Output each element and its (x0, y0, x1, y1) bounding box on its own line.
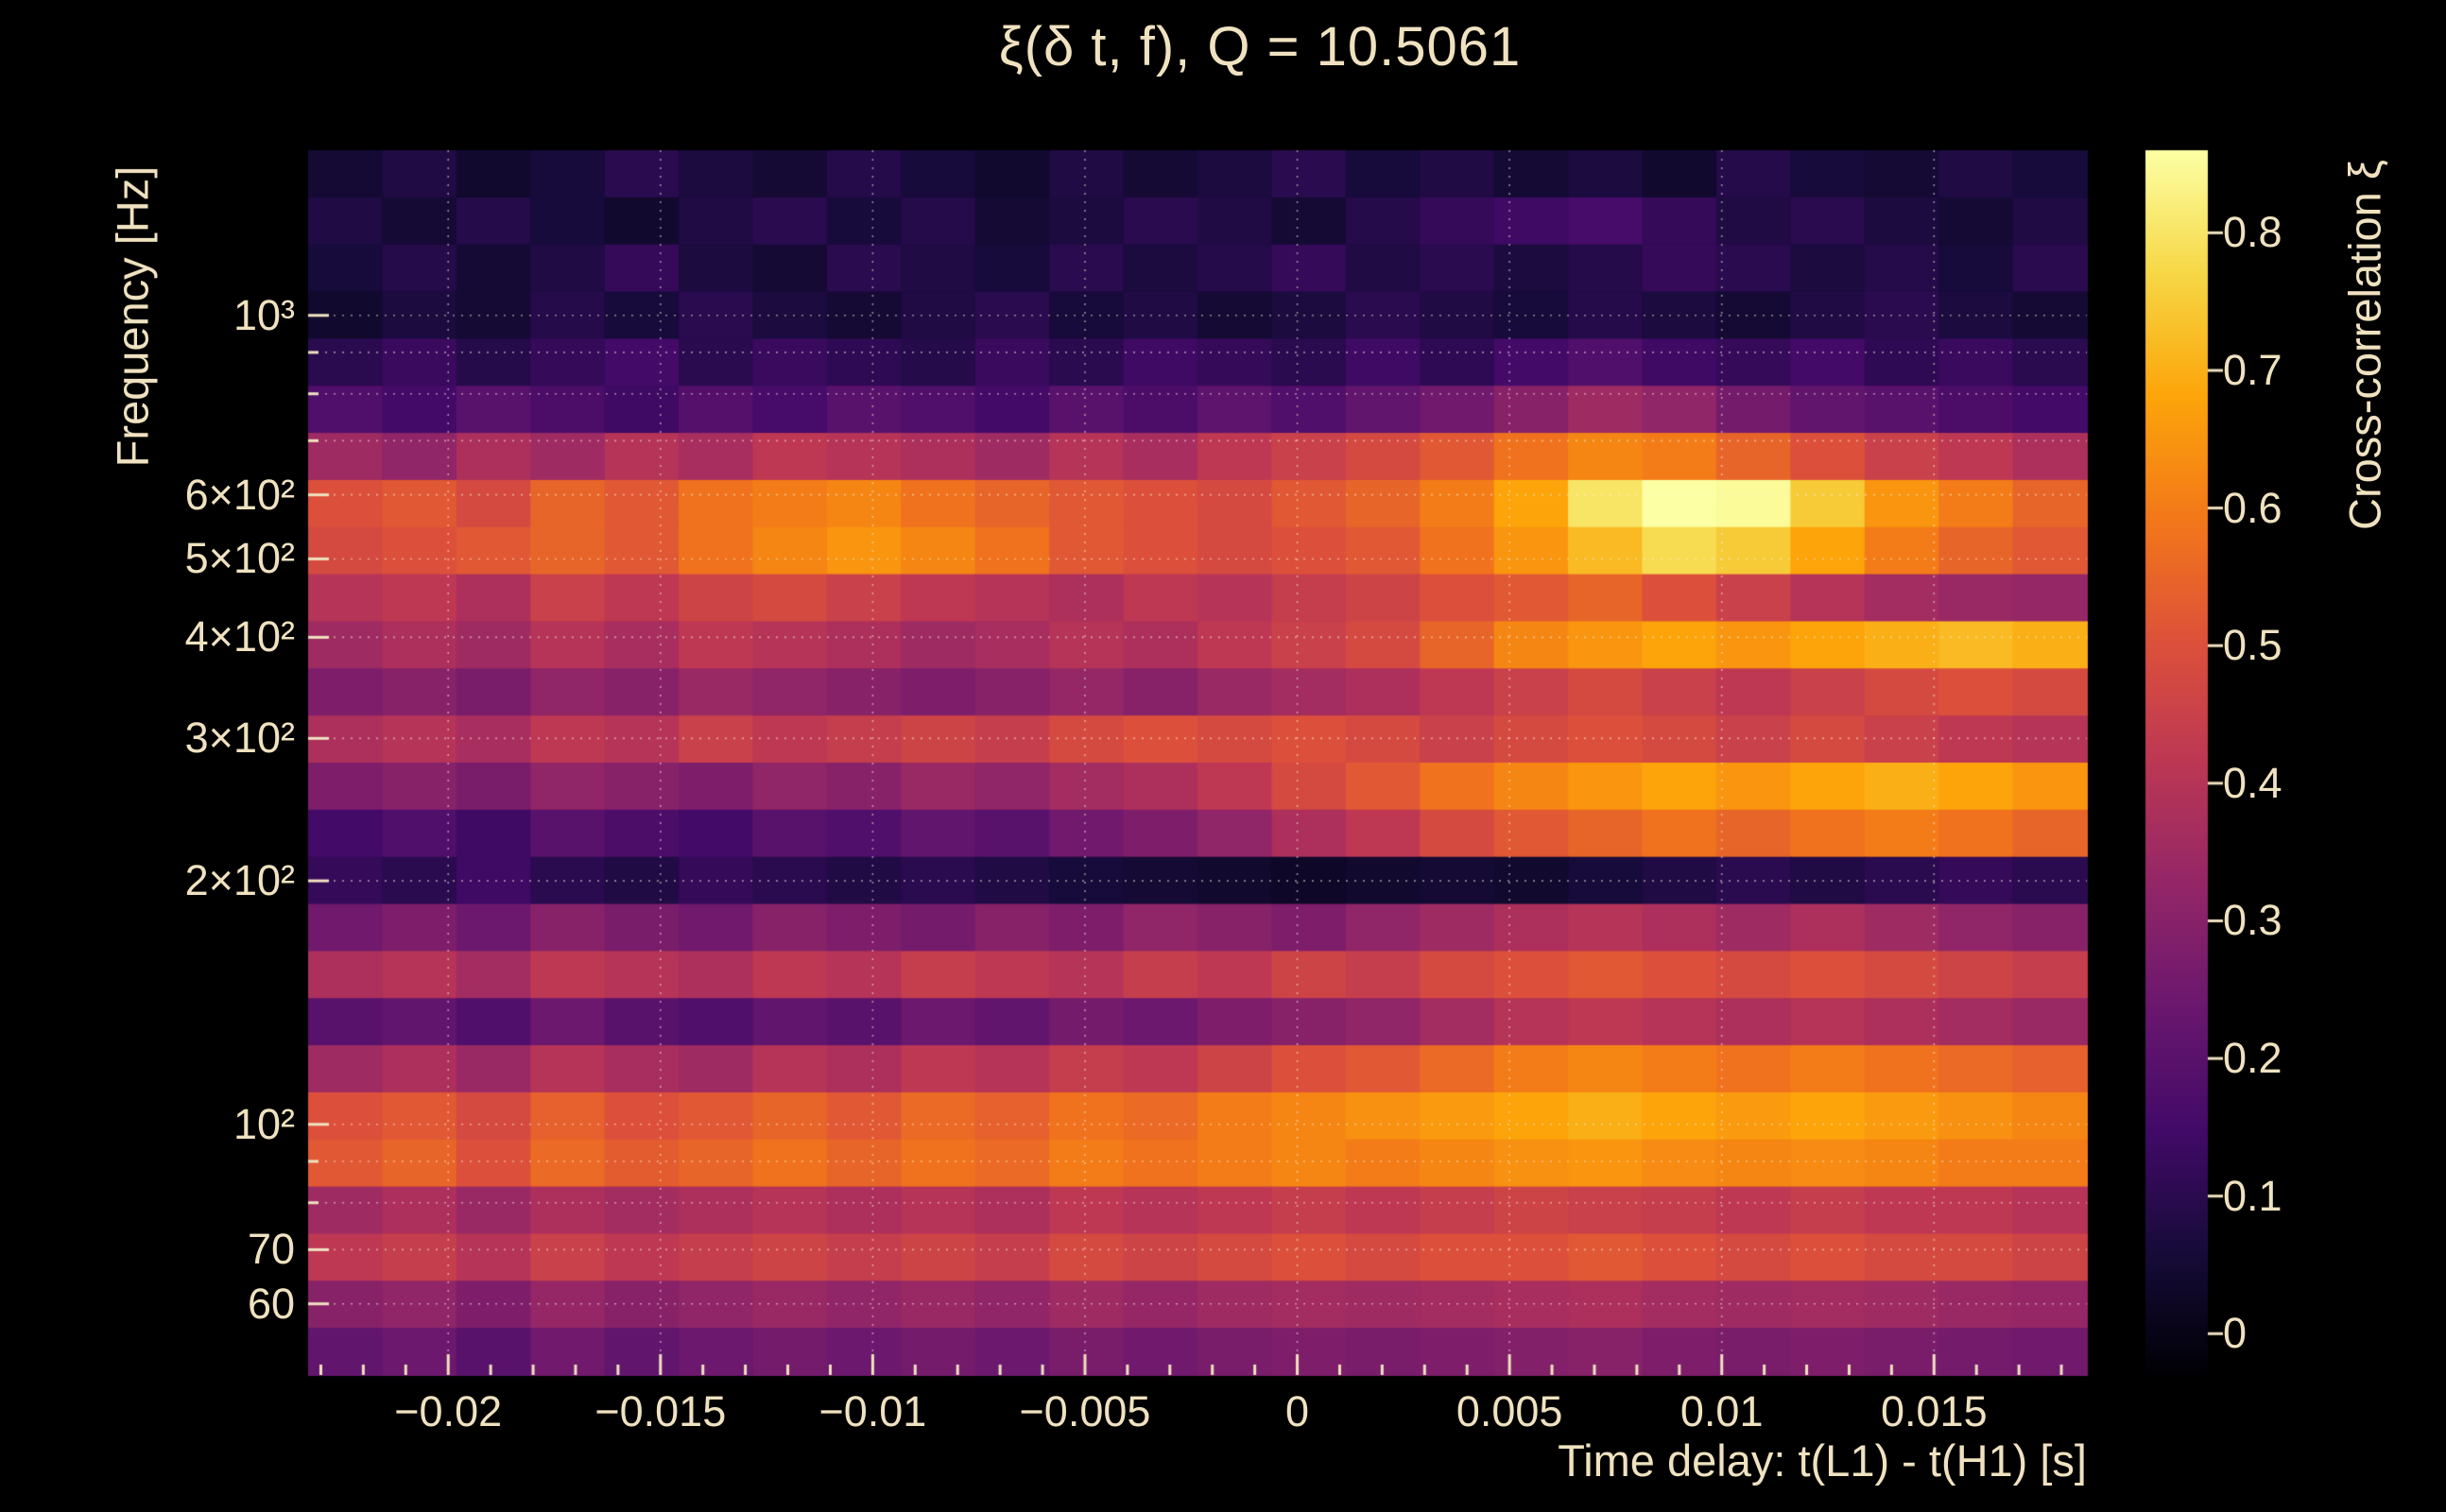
colorbar-tick-label: 0.2 (2223, 1034, 2282, 1083)
x-tick-label: −0.015 (594, 1387, 727, 1435)
colorbar-label: Cross-correlation ξ (2339, 160, 2390, 530)
y-tick-label: 2×10² (184, 856, 295, 905)
x-tick-label: 0.015 (1880, 1387, 1988, 1435)
colorbar-tick-label: 0.3 (2223, 896, 2282, 945)
x-tick-label: 0 (1285, 1387, 1310, 1435)
y-axis-label: Frequency [Hz] (107, 165, 158, 468)
colorbar-tick-label: 0.8 (2223, 208, 2282, 257)
x-tick-label: −0.01 (818, 1387, 927, 1435)
x-tick-label: −0.02 (394, 1387, 503, 1435)
y-tick-label: 3×10² (184, 713, 295, 763)
y-tick-label: 10³ (233, 290, 295, 339)
y-tick-label: 4×10² (184, 612, 295, 662)
y-tick-label: 70 (247, 1225, 295, 1274)
colorbar-tick-label: 0 (2223, 1309, 2248, 1358)
x-tick-label: −0.005 (1019, 1387, 1151, 1435)
x-axis-label: Time delay: t(L1) - t(H1) [s] (1558, 1435, 2087, 1486)
colorbar-tick-label: 0.1 (2223, 1171, 2282, 1220)
colorbar-tick-label: 0.7 (2223, 345, 2282, 394)
colorbar-tick-label: 0.6 (2223, 483, 2282, 532)
y-tick-label: 6×10² (184, 470, 295, 519)
x-tick-label: 0.005 (1456, 1387, 1563, 1435)
x-tick-label: 0.01 (1679, 1387, 1764, 1435)
chart-title: ξ(δ t, f), Q = 10.5061 (998, 16, 1522, 77)
y-tick-label: 5×10² (184, 534, 295, 583)
colorbar-tick-label: 0.4 (2223, 758, 2282, 807)
y-tick-label: 60 (247, 1279, 295, 1328)
y-tick-label: 10² (233, 1099, 295, 1148)
colorbar-tick-label: 0.5 (2223, 621, 2282, 670)
